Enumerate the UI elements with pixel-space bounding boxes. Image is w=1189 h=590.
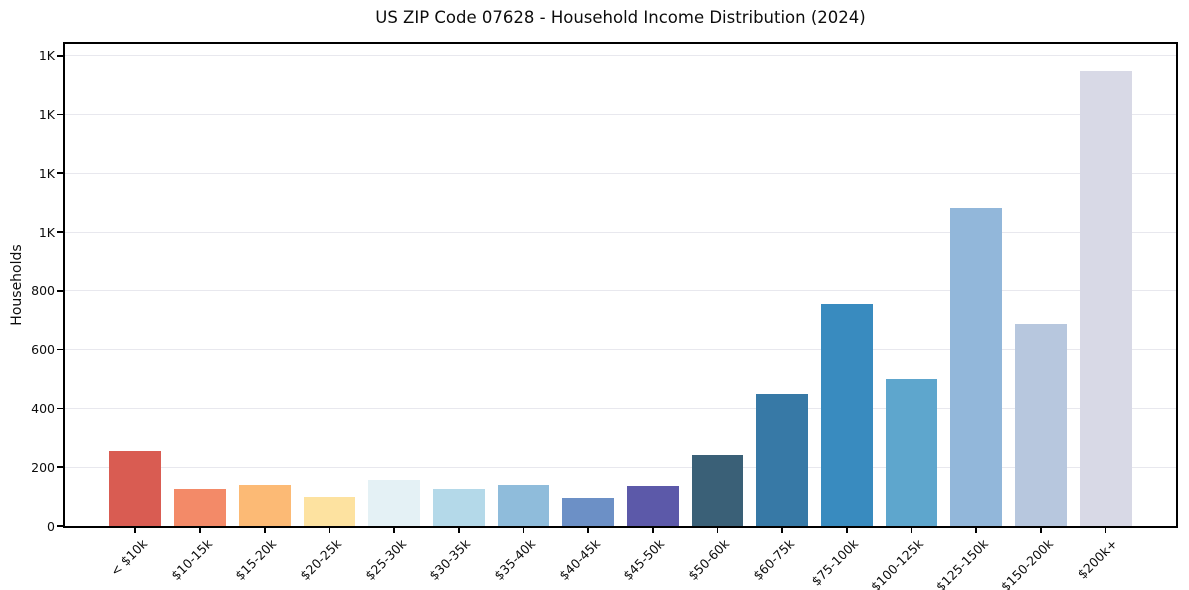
y-tick-label: 200 [31, 459, 55, 475]
x-tick-mark [393, 528, 395, 533]
y-tick-label: 1K [38, 224, 55, 240]
bar [432, 488, 485, 526]
y-tick-label: 400 [31, 400, 55, 416]
x-tick-label: $20-25k [296, 536, 345, 584]
x-tick-label: $150-200k [997, 536, 1056, 590]
x-tick-label: $10-15k [167, 536, 215, 584]
y-tick-mark [57, 466, 63, 469]
y-tick-label: 1K [38, 48, 55, 64]
x-tick-label: $15-20k [232, 536, 280, 584]
y-tick-label: 0 [47, 518, 55, 534]
bar [691, 454, 744, 526]
y-tick-mark [57, 113, 63, 116]
y-tick-mark [57, 231, 63, 233]
bar [821, 303, 873, 526]
x-tick-mark [910, 528, 913, 533]
gridline [65, 407, 1176, 409]
x-tick-mark [1040, 528, 1042, 533]
y-tick-mark [57, 525, 63, 527]
gridline [65, 466, 1176, 468]
x-tick-mark [781, 528, 784, 533]
gridline [65, 231, 1176, 233]
x-tick-label: $30-35k [426, 536, 474, 584]
bar [626, 485, 679, 526]
gridline [65, 349, 1176, 351]
y-tick-mark [57, 407, 63, 410]
x-tick-mark [587, 528, 589, 533]
chart-title: US ZIP Code 07628 - Household Income Dis… [375, 8, 866, 27]
x-tick-mark [134, 528, 137, 533]
y-tick-mark [57, 290, 63, 292]
x-tick-label: $75-100k [808, 536, 862, 589]
x-tick-mark [846, 528, 848, 533]
x-tick-mark [1104, 528, 1107, 533]
y-tick-mark [57, 348, 63, 351]
x-tick-mark [522, 528, 525, 533]
gridline [65, 114, 1176, 116]
x-tick-label: $125-150k [932, 536, 991, 590]
x-tick-label: $200k+ [1074, 536, 1121, 582]
x-tick-label: $40-45k [555, 536, 603, 584]
y-tick-label: 600 [31, 342, 55, 358]
x-tick-label: < $10k [107, 536, 150, 579]
x-tick-mark [328, 528, 331, 533]
y-tick-label: 1K [38, 165, 55, 181]
y-tick-label: 800 [31, 283, 55, 299]
x-tick-mark [199, 528, 201, 533]
y-tick-mark [57, 172, 63, 175]
bar [368, 479, 420, 526]
gridline [65, 172, 1176, 174]
x-tick-mark [263, 528, 266, 533]
gridline [65, 290, 1176, 292]
bar [109, 451, 162, 526]
bar [497, 484, 550, 526]
x-tick-label: $35-40k [491, 536, 539, 584]
bar [562, 497, 615, 526]
x-tick-label: $25-30k [361, 536, 409, 584]
bar [238, 484, 291, 526]
x-tick-mark [975, 528, 978, 533]
plot-area: 0 200 400 600 800 1K 1K 1K 1K < $10k $10-15k $15-20… [31, 42, 1178, 590]
gridline [65, 55, 1176, 57]
bar [1015, 324, 1067, 526]
bar [1079, 71, 1132, 526]
x-tick-label: $60-75k [749, 536, 797, 584]
x-tick-mark [716, 528, 719, 533]
bar [950, 207, 1003, 526]
bar [756, 393, 809, 526]
x-tick-mark [651, 528, 654, 533]
x-tick-label: $45-50k [620, 536, 668, 584]
x-tick-mark [457, 528, 460, 533]
x-tick-label: $100-125k [867, 536, 927, 590]
bar [303, 496, 356, 526]
bar [885, 379, 938, 526]
y-tick-mark [57, 54, 63, 57]
x-tick-label: $50-60k [685, 536, 733, 584]
bar [174, 488, 226, 526]
y-tick-label: 1K [38, 107, 55, 123]
